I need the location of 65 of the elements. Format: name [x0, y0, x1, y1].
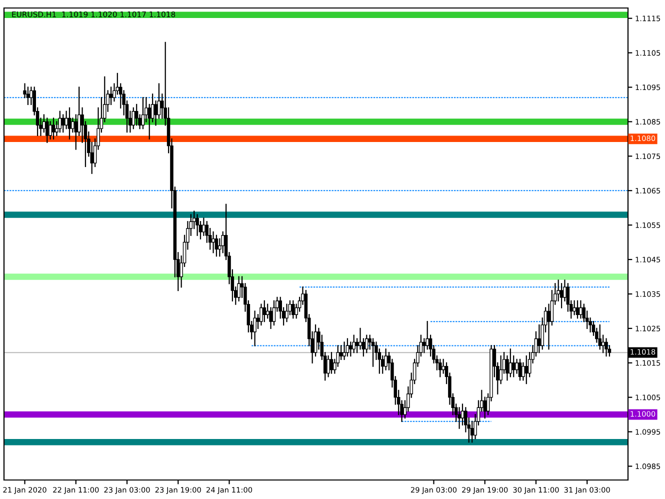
candlestick [598, 324, 602, 350]
candlestick [371, 338, 375, 367]
candlestick [358, 328, 362, 350]
candlestick [214, 234, 218, 257]
candlestick [202, 218, 206, 236]
candlestick [604, 338, 608, 357]
candlestick [292, 300, 295, 319]
candlestick [154, 100, 158, 126]
candlestick [269, 307, 272, 329]
candlestick [285, 304, 288, 322]
candlestick [560, 283, 564, 308]
candlestick [352, 334, 356, 354]
candlestick [515, 358, 518, 374]
candlestick [71, 118, 74, 133]
candlestick [253, 310, 256, 346]
candlestick [52, 118, 56, 140]
candlestick [538, 324, 541, 354]
candlestick [365, 334, 368, 354]
candlestick [426, 320, 429, 350]
candlestick [346, 338, 350, 357]
candlestick [326, 355, 330, 378]
candlestick [556, 280, 560, 302]
candlestick [355, 338, 359, 354]
candlestick [442, 358, 445, 374]
candlestick [349, 342, 352, 357]
candlestick [342, 342, 346, 360]
candlestick [508, 348, 512, 378]
candlestick [422, 338, 426, 354]
candlestick [26, 86, 30, 106]
candlestick [572, 300, 576, 316]
candlestick [272, 300, 276, 326]
candlestick [68, 107, 72, 140]
candlestick [460, 404, 464, 426]
candlestick [438, 358, 442, 378]
candlestick [260, 304, 263, 326]
candlestick [458, 407, 461, 429]
candlestick [212, 231, 215, 254]
candlestick [61, 114, 65, 133]
candlestick [48, 121, 52, 140]
candlestick [221, 231, 224, 254]
candlestick [330, 352, 334, 374]
candlestick [266, 304, 270, 319]
candlestick [132, 107, 136, 130]
candlestick [58, 110, 62, 133]
candlestick [46, 118, 49, 143]
candlestick [64, 110, 68, 130]
candlestick [339, 345, 343, 360]
candlestick [518, 358, 522, 381]
candlestick [74, 114, 78, 150]
candlestick [109, 86, 113, 106]
candlestick [499, 355, 502, 384]
candlestick [576, 300, 580, 319]
candlestick [42, 114, 46, 133]
candlestick [384, 348, 388, 370]
candlestick [547, 304, 550, 350]
candlestick [262, 300, 266, 322]
candlestick [196, 214, 199, 236]
candlestick [470, 420, 474, 443]
candlestick [512, 355, 516, 378]
candlestick [524, 355, 528, 384]
candlestick [134, 104, 138, 126]
candlestick [579, 300, 582, 319]
candlestick [601, 334, 605, 354]
candlestick [237, 276, 240, 302]
candlestick [141, 97, 145, 130]
